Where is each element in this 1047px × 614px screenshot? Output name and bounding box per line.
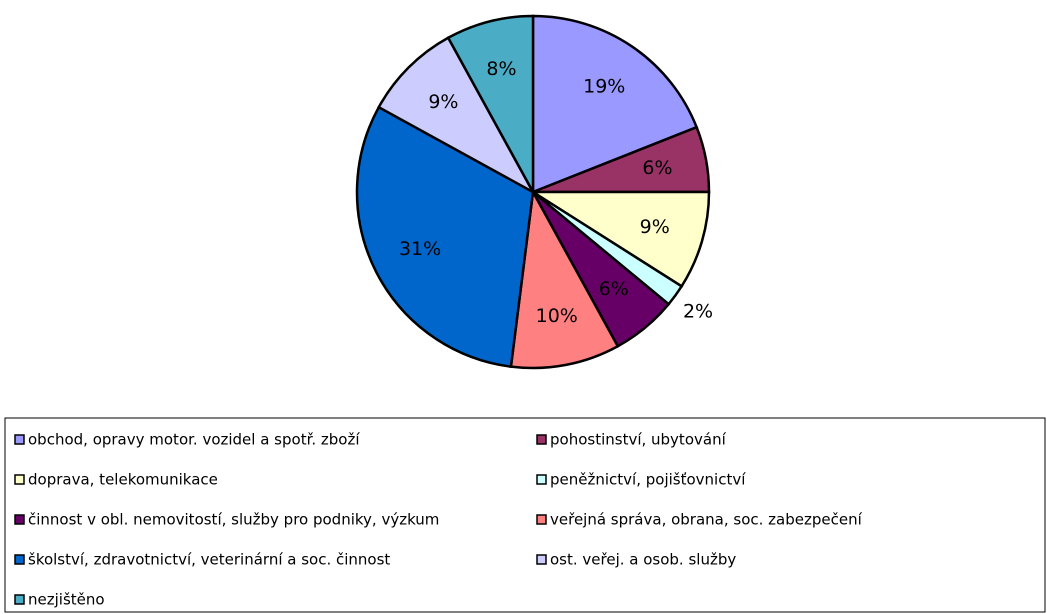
slice-label: 8% xyxy=(486,58,516,80)
slice-label: 31% xyxy=(399,238,441,260)
pie-slice xyxy=(355,105,535,369)
pie-slice xyxy=(377,36,537,196)
legend-label: ost. veřej. a osob. služby xyxy=(550,551,736,569)
legend-label: nezjištěno xyxy=(28,591,105,609)
legend-label: doprava, telekomunikace xyxy=(28,471,218,489)
legend-label: veřejná správa, obrana, soc. zabezpečení xyxy=(550,511,863,529)
legend-swatch xyxy=(536,554,547,565)
legend-box xyxy=(4,417,1046,613)
slice-label: 6% xyxy=(642,157,672,179)
slice-label: 6% xyxy=(599,278,629,300)
legend-swatch xyxy=(14,434,25,445)
legend-label: činnost v obl. nemovitostí, služby pro p… xyxy=(28,511,439,529)
pie-slice xyxy=(528,190,711,289)
legend-swatch xyxy=(14,474,25,485)
legend-swatch xyxy=(536,474,547,485)
pie-slice xyxy=(446,14,535,193)
slice-label: 10% xyxy=(536,305,578,327)
legend-label: peněžnictví, pojišťovnictví xyxy=(550,471,746,489)
pie-slice xyxy=(531,14,699,194)
legend-label: pohostinství, ubytování xyxy=(550,431,727,449)
slice-label: 19% xyxy=(583,76,625,98)
legend-label: obchod, opravy motor. vozidel a spotř. z… xyxy=(28,431,360,449)
legend-swatch xyxy=(536,514,547,525)
legend-swatch xyxy=(14,514,25,525)
pie-slice xyxy=(509,188,620,370)
legend-label: školství, zdravotnictví, veterinární a s… xyxy=(28,551,390,569)
legend-swatch xyxy=(14,594,25,605)
legend-swatch xyxy=(536,434,547,445)
slice-label: 9% xyxy=(428,91,458,113)
legend-swatch xyxy=(14,554,25,565)
slice-label: 9% xyxy=(640,216,670,238)
slice-label: 2% xyxy=(683,300,713,322)
